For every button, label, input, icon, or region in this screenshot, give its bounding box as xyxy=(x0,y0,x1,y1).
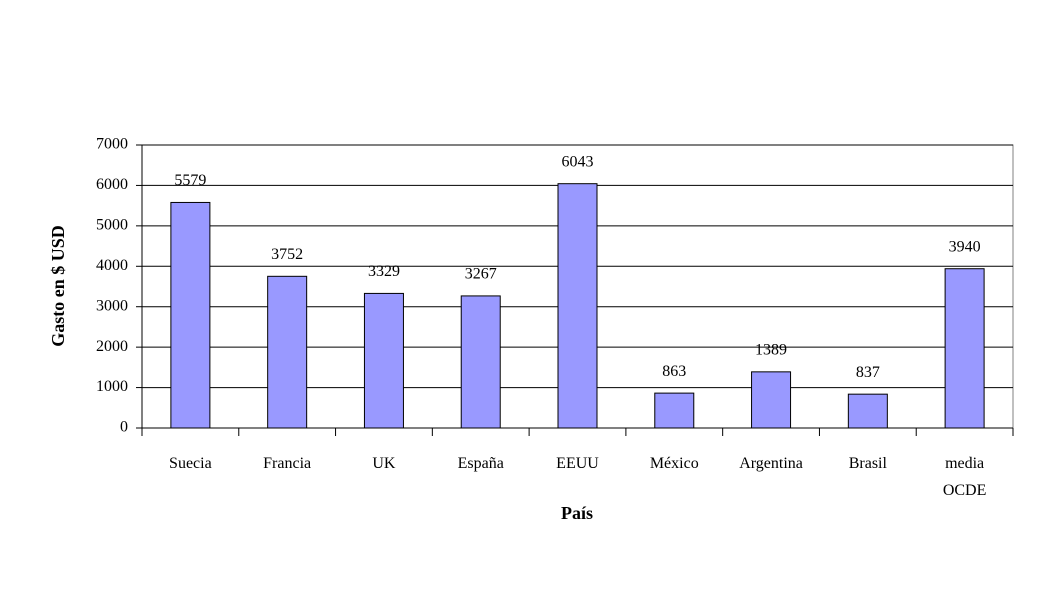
bar xyxy=(847,393,888,429)
y-tick-label: 7000 xyxy=(96,136,128,153)
x-axis-title: País xyxy=(561,503,593,523)
x-tick-label: EEUU xyxy=(556,455,599,472)
value-label: 6043 xyxy=(562,153,594,170)
bar xyxy=(267,275,308,429)
bar xyxy=(944,268,985,429)
y-tick-label: 3000 xyxy=(96,297,128,314)
x-tick-label: Brasil xyxy=(848,455,887,472)
bar xyxy=(363,292,404,429)
value-label: 1389 xyxy=(755,342,787,359)
bar xyxy=(751,371,792,429)
x-tick-label: Francia xyxy=(263,455,312,472)
y-tick-label: 4000 xyxy=(96,257,128,274)
x-tick-label: Argentina xyxy=(739,455,803,472)
y-tick-label: 0 xyxy=(120,419,128,436)
value-label: 3752 xyxy=(271,246,303,263)
value-label: 837 xyxy=(856,364,880,381)
x-tick-label: México xyxy=(649,455,699,472)
y-tick-label: 1000 xyxy=(96,378,128,395)
x-tick-label: media OCDE xyxy=(942,455,987,499)
y-tick-label: 6000 xyxy=(96,176,128,193)
x-tick-label: España xyxy=(457,455,504,472)
bar xyxy=(654,392,695,429)
value-label: 3940 xyxy=(949,238,981,255)
x-tick-label: Suecia xyxy=(169,455,212,472)
value-label: 3329 xyxy=(368,263,400,280)
bar xyxy=(460,295,501,429)
value-label: 3267 xyxy=(465,266,497,283)
x-tick-label: UK xyxy=(372,455,396,472)
bar xyxy=(170,201,211,429)
y-axis-title: Gasto en $ USD xyxy=(48,225,68,347)
value-label: 5579 xyxy=(174,172,206,189)
bar xyxy=(557,183,598,429)
y-tick-label: 2000 xyxy=(96,338,128,355)
value-label: 863 xyxy=(662,363,686,380)
y-tick-label: 5000 xyxy=(96,217,128,234)
